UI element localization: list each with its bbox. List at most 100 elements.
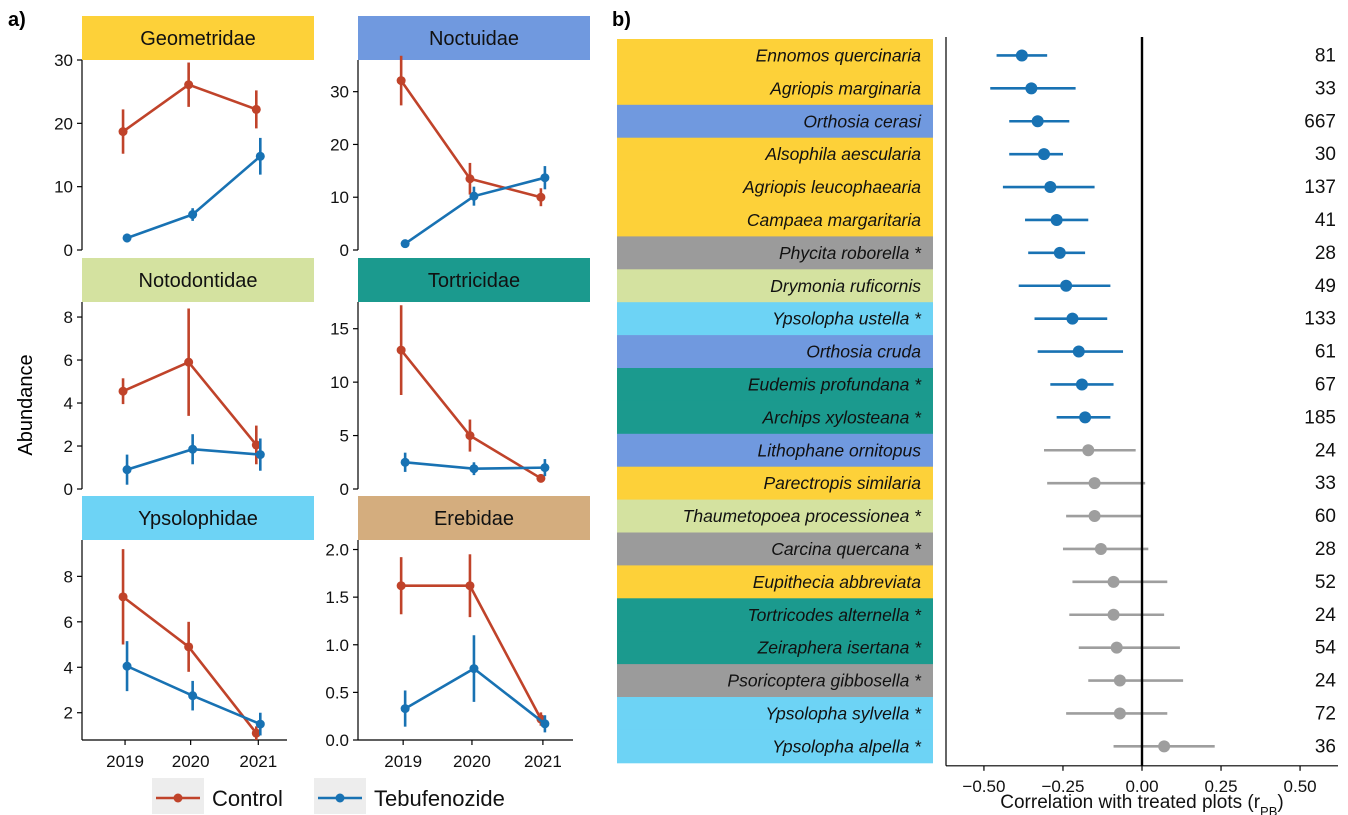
legend: Control Tebufenozide	[152, 778, 505, 814]
species-band	[617, 302, 933, 336]
data-point	[188, 691, 198, 701]
sample-size: 72	[1315, 703, 1336, 724]
data-point	[536, 192, 546, 202]
sample-size: 667	[1304, 111, 1336, 132]
y-tick-label: 0.0	[325, 731, 349, 750]
data-point	[400, 704, 410, 714]
facet-noctuidae: Noctuidae 0 10 20 30	[330, 16, 590, 260]
estimate-point	[1025, 82, 1038, 95]
species-band	[617, 631, 933, 665]
estimate-point	[1113, 707, 1126, 720]
estimate-point	[1158, 740, 1171, 753]
sample-size: 24	[1315, 440, 1337, 461]
y-tick-label: 0	[340, 480, 349, 499]
x-tick-label: 0.00	[1125, 777, 1158, 796]
species-band	[617, 433, 933, 468]
estimate-point	[1031, 115, 1044, 128]
y-tick-label: 0	[64, 480, 73, 499]
sample-size: 36	[1315, 736, 1336, 757]
estimate-point	[1110, 641, 1123, 654]
species-label: Agriopis marginaria	[769, 78, 921, 98]
facet-title: Ypsolophidae	[138, 508, 258, 530]
data-point	[251, 440, 261, 450]
species-band	[617, 368, 933, 402]
species-label: Thaumetopoea processionea *	[683, 506, 923, 526]
species-band	[617, 565, 933, 599]
species-band	[617, 335, 933, 369]
y-tick-label: 4	[64, 658, 73, 677]
sample-size: 81	[1315, 45, 1336, 66]
y-tick-label: 10	[330, 188, 349, 207]
species-band	[617, 664, 933, 698]
species-label: Psoricoptera gibbosella *	[727, 671, 922, 691]
species-band	[617, 499, 933, 533]
data-point	[255, 450, 265, 460]
y-tick-label: 1.0	[325, 636, 349, 655]
sample-size: 61	[1315, 342, 1336, 363]
species-label: Phycita roborella *	[779, 243, 922, 263]
y-tick-label: 0.5	[325, 683, 349, 702]
data-point	[465, 581, 475, 591]
species-label: Eupithecia abbreviata	[753, 572, 922, 592]
facet-notodontidae: Notodontidae 0 2 4 6 8	[64, 258, 314, 499]
sample-size: 185	[1304, 407, 1336, 428]
species-band	[617, 400, 933, 435]
y-tick-label: 0	[340, 241, 349, 260]
estimate-point	[1053, 246, 1066, 259]
data-point	[400, 239, 410, 249]
species-label: Lithophane ornitopus	[758, 440, 922, 460]
species-label: Eudemis profundana *	[748, 374, 922, 394]
facet-erebidae: Erebidae 0.0 0.5 1.0 1.5 2.0 2019 2020 2021	[325, 496, 590, 771]
panel-b: Ennomos quercinaria 81 Agriopis marginaria…	[617, 37, 1338, 815]
series-line-tebufenozide	[126, 155, 262, 240]
species-label: Ennomos quercinaria	[756, 45, 922, 65]
y-tick-label: 2	[64, 437, 73, 456]
sample-size: 41	[1315, 210, 1336, 231]
sample-size: 24	[1315, 605, 1337, 626]
data-point	[465, 431, 475, 441]
y-tick-label: 20	[54, 114, 73, 133]
x-tick-label: 2020	[453, 752, 491, 771]
estimate-point	[1072, 345, 1085, 358]
facet-strip	[358, 258, 590, 302]
facet-title: Noctuidae	[429, 28, 519, 50]
data-point	[396, 581, 406, 591]
species-band	[617, 729, 933, 764]
sample-size: 49	[1315, 276, 1336, 297]
data-point	[251, 104, 261, 114]
species-label: Agriopis leucophaearia	[742, 177, 921, 197]
data-point	[255, 719, 265, 729]
species-band	[617, 203, 933, 237]
x-tick-label: 2020	[172, 752, 210, 771]
estimate-point	[1107, 608, 1120, 621]
estimate-point	[1107, 575, 1120, 588]
sample-size: 67	[1315, 374, 1336, 395]
legend-label: Tebufenozide	[374, 786, 505, 811]
x-tick-label: −0.25	[1041, 777, 1084, 796]
facet-title: Tortricidae	[428, 270, 520, 292]
species-label: Archips xylosteana *	[761, 407, 922, 427]
y-tick-label: 5	[340, 427, 349, 446]
facet-tortricidae: Tortricidae 0 5 10 15	[330, 258, 590, 499]
legend-label: Control	[212, 786, 283, 811]
species-label: Orthosia cruda	[806, 342, 921, 362]
estimate-point	[1066, 312, 1079, 325]
data-point	[118, 127, 128, 137]
x-axis-label: Correlation with treated plots (rPB)	[1000, 792, 1283, 815]
y-tick-label: 8	[64, 308, 73, 327]
data-point	[255, 151, 265, 161]
y-tick-label: 10	[330, 373, 349, 392]
sample-size: 60	[1315, 506, 1336, 527]
facet-ypsolophidae: Ypsolophidae 2 4 6 8 2019 2020 2021	[64, 496, 314, 771]
species-label: Drymonia ruficornis	[770, 276, 921, 296]
data-point	[469, 464, 479, 474]
estimate-point	[1113, 674, 1126, 687]
estimate-point	[1082, 444, 1095, 457]
data-point	[465, 174, 475, 184]
species-band	[617, 137, 933, 172]
species-band	[617, 598, 933, 632]
legend-key-point	[173, 793, 183, 803]
species-band	[617, 39, 933, 73]
y-tick-label: 2	[64, 704, 73, 723]
y-tick-label: 20	[330, 135, 349, 154]
